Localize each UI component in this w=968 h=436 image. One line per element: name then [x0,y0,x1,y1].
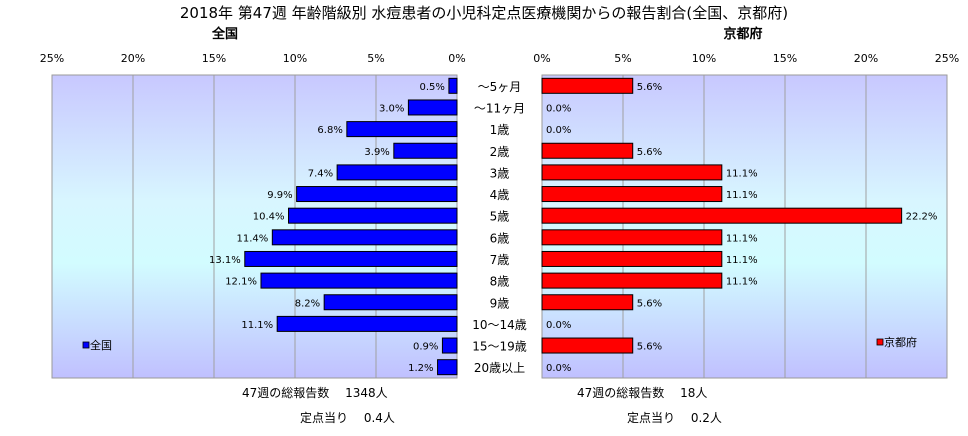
category-label: 2歳 [490,145,510,159]
data-label-right: 5.6% [637,82,662,93]
category-label: 1歳 [490,123,510,137]
bar-right [541,229,723,246]
data-label-left: 9.9% [267,190,292,201]
bar-right [541,164,723,181]
category-label: 20歳以上 [474,361,525,375]
tick-label-right: 5% [614,52,631,65]
chart-title: 2018年 第47週 年齢階級別 水痘患者の小児科定点医療機関からの報告割合(全… [180,4,788,22]
bar-left [323,294,458,311]
bar-right [541,207,903,224]
bar-left [271,229,458,246]
bar-left [448,77,458,94]
category-label: 15～19歳 [472,340,527,354]
bar-right [541,77,634,94]
bar-right [541,142,634,159]
data-label-left: 11.1% [241,320,273,331]
per-site-right: 定点当り 0.2人 [627,410,722,425]
data-label-left: 11.4% [237,233,269,244]
legend-swatch-left [82,341,90,349]
category-label: 3歳 [490,166,510,180]
data-label-right: 0.0% [546,320,571,331]
tick-label-left: 10% [283,52,307,65]
data-label-right: 0.0% [546,363,571,374]
bar-right [541,250,723,267]
tick-label-right: 15% [773,52,797,65]
data-label-left: 3.9% [364,147,389,158]
data-label-left: 8.2% [295,298,320,309]
data-label-left: 0.9% [413,342,438,353]
legend-label-left: 全国 [90,338,112,352]
data-label-left: 6.8% [317,125,342,136]
data-label-right: 5.6% [637,342,662,353]
category-label: ～5ヶ月 [478,80,522,94]
data-label-left: 0.5% [419,82,444,93]
data-label-left: 1.2% [408,363,433,374]
plot-area-left [52,75,457,378]
bar-right [541,337,634,354]
data-label-right: 0.0% [546,125,571,136]
panel-title-right: 京都府 [723,26,762,42]
category-label: 4歳 [490,188,510,202]
bar-left [336,164,458,181]
data-label-left: 12.1% [225,277,257,288]
category-label: 5歳 [490,210,510,224]
category-label: ～11ヶ月 [474,101,525,115]
panel-title-left: 全国 [211,26,238,42]
tick-label-right: 10% [692,52,716,65]
tick-label-right: 0% [533,52,550,65]
plot-border-left [51,74,458,379]
data-label-right: 11.1% [726,233,758,244]
total-reports-right: 47週の総報告数 18人 [577,385,707,400]
data-label-right: 11.1% [726,277,758,288]
data-label-right: 0.0% [546,103,571,114]
per-site-left: 定点当り 0.4人 [300,410,395,425]
category-label: 10～14歳 [472,318,527,332]
bar-left [441,337,458,354]
bar-left [393,142,458,159]
bar-left [437,359,458,376]
data-label-left: 13.1% [209,255,241,266]
total-reports-left: 47週の総報告数 1348人 [242,385,388,400]
tick-label-right: 25% [935,52,959,65]
category-label: 9歳 [490,296,510,310]
data-label-left: 3.0% [379,103,404,114]
bar-left [288,207,458,224]
tick-label-left: 0% [448,52,465,65]
tick-label-left: 5% [367,52,384,65]
bar-left [244,250,458,267]
bar-left [260,272,458,289]
data-label-right: 5.6% [637,147,662,158]
tick-label-right: 20% [854,52,878,65]
data-label-right: 11.1% [726,190,758,201]
data-label-right: 11.1% [726,168,758,179]
category-label: 6歳 [490,231,510,245]
legend-swatch-right [876,338,884,346]
bar-right [541,294,634,311]
category-label: 8歳 [490,275,510,289]
tick-label-left: 25% [40,52,64,65]
data-label-right: 22.2% [906,212,938,223]
bar-right [541,272,723,289]
bar-left [407,99,458,116]
legend-label-right: 京都府 [884,335,917,349]
bar-left [346,121,458,138]
bar-left [296,186,458,203]
bar-right [541,186,723,203]
data-label-right: 5.6% [637,298,662,309]
plot-border-right [541,74,948,379]
category-label: 7歳 [490,253,510,267]
data-label-left: 10.4% [253,212,285,223]
data-label-left: 7.4% [308,168,333,179]
bar-left [276,315,458,332]
data-label-right: 11.1% [726,255,758,266]
plot-area-right [542,75,947,378]
tick-label-left: 15% [202,52,226,65]
tick-label-left: 20% [121,52,145,65]
